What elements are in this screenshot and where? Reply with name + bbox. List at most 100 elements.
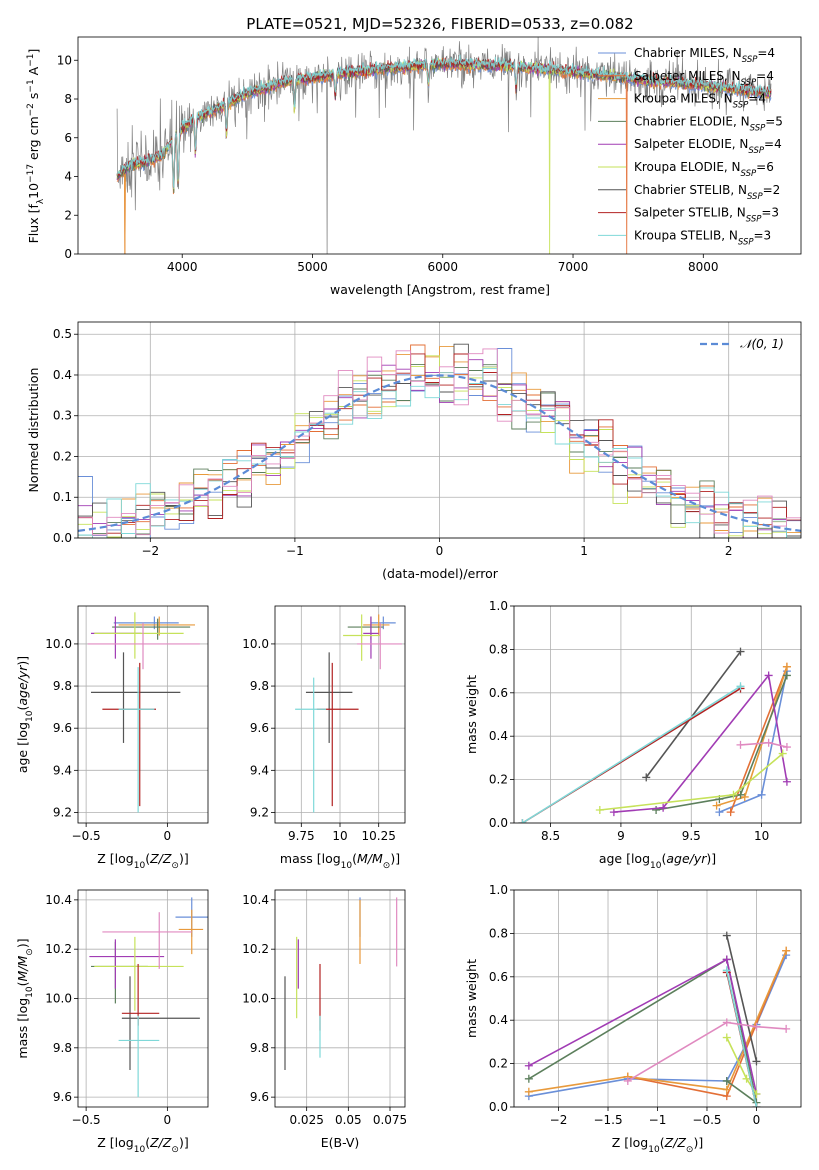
plot-area: [89, 897, 208, 1098]
x-axis-label: E(B-V): [321, 1135, 360, 1150]
plus-marker: [524, 1087, 533, 1096]
y-tick-label: 9.2: [53, 805, 72, 819]
plus-marker: [782, 671, 791, 680]
plot-area: [116, 37, 772, 254]
label-part: )]: [693, 1135, 703, 1150]
y-tick-label: 0.5: [53, 327, 72, 341]
y-tick-label: 9.2: [250, 805, 269, 819]
axes: −2 −1.5 −1 −0.5 0 0.0 0.2 0.4 0.6 0.8 1.0: [489, 883, 802, 1127]
y-tick-label: 0.0: [489, 1100, 508, 1114]
y-tick-label: 0.0: [489, 816, 508, 830]
y-tick-label: 10: [57, 53, 72, 67]
label-part: )]: [15, 938, 30, 948]
plus-marker: [609, 808, 618, 817]
errorbar-point: [102, 662, 156, 807]
label-part: A: [26, 66, 41, 79]
legend-sub: SSP: [733, 101, 749, 111]
x-tick-label: 8000: [688, 260, 719, 274]
grid: [275, 890, 405, 1107]
label-part: 10: [26, 183, 41, 199]
series-line: [528, 950, 787, 1093]
errorbar-point: [91, 941, 148, 1004]
x-tick-label: 9.75: [288, 829, 315, 843]
label-part: 10: [25, 710, 35, 722]
y-tick-label: 10.2: [45, 942, 72, 956]
y-tick-label: 10.4: [242, 893, 269, 907]
legend-nssp: =6: [756, 160, 774, 174]
series-line: [627, 1021, 787, 1082]
grid: [514, 889, 801, 1108]
x-tick-label: 5000: [297, 260, 328, 274]
plus-marker: [764, 738, 773, 747]
grid: [275, 606, 405, 823]
legend-series-name: Kroupa ELODIE, N: [634, 160, 741, 174]
plus-marker: [752, 1022, 761, 1031]
grid: [78, 890, 208, 1107]
y-tick-label: 1.0: [489, 883, 508, 897]
legend-series-name: Salpeter STELIB, N: [634, 206, 746, 220]
legend-series-name: Chabrier ELODIE, N: [634, 114, 750, 128]
label-part: 10: [341, 861, 353, 871]
y-tick-label: 0.0: [53, 531, 72, 545]
legend-entry: Chabrier STELIB, NSSP=2: [634, 183, 780, 202]
label-part: )]: [390, 851, 400, 866]
plus-marker: [518, 819, 527, 823]
x-tick-label: −1.5: [593, 1113, 622, 1127]
axes: −2 −1 0 1 2 0.0 0.1 0.2 0.3 0.4 0.5: [53, 321, 802, 558]
legend-entry: Salpeter ELODIE, NSSP=4: [634, 137, 782, 156]
label-part: 10: [134, 861, 146, 871]
label-part: 10: [134, 1145, 146, 1155]
legend-sub: SSP: [750, 123, 766, 133]
x-tick-label: 0: [164, 1113, 172, 1127]
errorbar-point: [94, 612, 184, 659]
age-vs-metallicity-panel: −0.5 09.29.49.69.810.0Z [log10(Z/Z⊙)]age …: [15, 605, 209, 871]
axes: 9.75 10 10.25 9.2 9.4 9.6 9.8 10.0: [242, 605, 406, 843]
series-chabrier-elodie: [652, 671, 791, 814]
label-part: (: [145, 1135, 150, 1150]
y-tick-label: 9.8: [53, 679, 72, 693]
x-tick-label: 10: [332, 829, 347, 843]
y-tick-label: 0.6: [489, 970, 508, 984]
y-tick-label: 10.4: [45, 893, 72, 907]
plus-marker: [764, 671, 773, 680]
y-tick-label: 9.4: [250, 763, 269, 777]
x-tick-label: 9.5: [682, 829, 701, 843]
legend-entry: Kroupa ELODIE, NSSP=6: [634, 160, 774, 179]
label-part: ⊙: [383, 861, 391, 871]
axes-frame: [77, 605, 209, 824]
label-part: mass [log: [15, 998, 30, 1059]
y-tick-label: 9.6: [53, 1090, 72, 1104]
label-part: 10: [648, 1145, 660, 1155]
errorbar-point: [94, 936, 184, 1011]
legend-nssp: =4: [764, 137, 782, 151]
legend-series-name: Kroupa MILES, N: [634, 92, 733, 106]
label-part: (: [145, 851, 150, 866]
y-tick-label: 0.2: [489, 773, 508, 787]
series-line: [726, 970, 758, 1107]
x-tick-label: 0: [436, 544, 444, 558]
errorbar-point: [347, 616, 384, 640]
legend-sub: SSP: [747, 192, 763, 202]
axes: 4000 5000 6000 7000 8000 0 2 4 6 8 10: [57, 36, 802, 274]
y-tick-label: 0: [64, 247, 72, 261]
errorbar-point: [87, 622, 200, 670]
errorbar-point: [118, 616, 195, 636]
legend-entry: Salpeter STELIB, NSSP=3: [634, 206, 779, 225]
errorbar-point: [363, 614, 390, 636]
x-tick-label: −2: [550, 1113, 568, 1127]
plus-marker: [752, 1057, 761, 1066]
x-axis-label: Z [log10(Z/Z⊙)]: [97, 1135, 188, 1155]
x-tick-label: 10.25: [362, 829, 396, 843]
y-tick-label: 0.4: [489, 1013, 508, 1027]
legend-series-name: Kroupa STELIB, N: [634, 228, 738, 242]
series-kroupa-stelib: [722, 966, 761, 1107]
legend-sub: SSP: [741, 78, 757, 88]
x-axis-label: (data-model)/error: [382, 566, 499, 581]
axes-frame: [77, 36, 802, 255]
label-part: 10: [650, 861, 662, 871]
legend-entry: Salpeter MILES, NSSP=4: [634, 69, 774, 88]
x-tick-label: 10: [754, 829, 769, 843]
y-tick-label: 0.2: [489, 1057, 508, 1071]
y-tick-label: 10.0: [242, 992, 269, 1006]
